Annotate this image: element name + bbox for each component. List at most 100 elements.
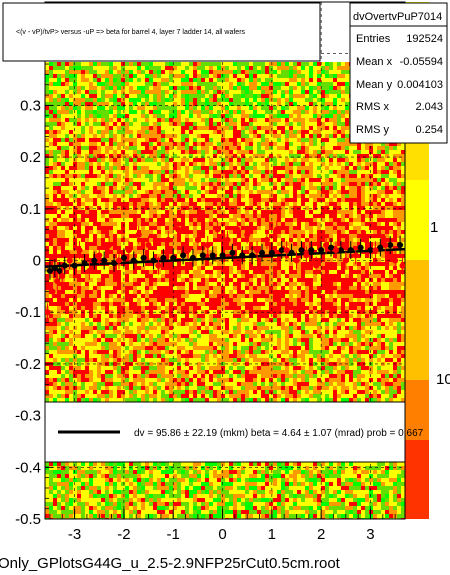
heatmap-cell <box>401 150 405 154</box>
heatmap-cell <box>329 90 333 94</box>
heatmap-cell <box>253 190 257 194</box>
heatmap-cell <box>317 142 321 146</box>
heatmap-cell <box>233 158 237 162</box>
heatmap-cell <box>337 30 341 34</box>
heatmap-cell <box>57 170 61 174</box>
heatmap-cell <box>89 122 93 126</box>
heatmap-cell <box>225 134 229 138</box>
heatmap-cell <box>141 166 145 170</box>
heatmap-cell <box>185 94 189 98</box>
heatmap-cell <box>145 202 149 206</box>
heatmap-cell <box>65 70 69 74</box>
heatmap-cell <box>249 106 253 110</box>
heatmap-cell <box>285 214 289 218</box>
heatmap-cell <box>217 122 221 126</box>
heatmap-cell <box>261 206 265 210</box>
heatmap-cell <box>361 162 365 166</box>
heatmap-cell <box>169 90 173 94</box>
heatmap-cell <box>381 206 385 210</box>
heatmap-cell <box>233 206 237 210</box>
heatmap-cell <box>185 74 189 78</box>
heatmap-cell <box>49 78 53 82</box>
heatmap-cell <box>241 74 245 78</box>
heatmap-cell <box>337 198 341 202</box>
heatmap-cell <box>337 146 341 150</box>
heatmap-cell <box>129 94 133 98</box>
heatmap-cell <box>125 102 129 106</box>
heatmap-cell <box>93 194 97 198</box>
heatmap-cell <box>297 174 301 178</box>
heatmap-cell <box>173 134 177 138</box>
heatmap-cell <box>85 214 89 218</box>
heatmap-cell <box>169 142 173 146</box>
heatmap-cell <box>341 126 345 130</box>
heatmap-cell <box>101 138 105 142</box>
heatmap-cell <box>61 90 65 94</box>
heatmap-cell <box>109 198 113 202</box>
heatmap-cell <box>305 82 309 86</box>
heatmap-cell <box>337 82 341 86</box>
heatmap-cell <box>197 206 201 210</box>
heatmap-cell <box>393 178 397 182</box>
heatmap-cell <box>329 26 333 30</box>
heatmap-cell <box>97 90 101 94</box>
heatmap-cell <box>265 186 269 190</box>
heatmap-cell <box>193 126 197 130</box>
heatmap-cell <box>129 142 133 146</box>
heatmap-cell <box>277 106 281 110</box>
heatmap-cell <box>149 198 153 202</box>
heatmap-cell <box>189 174 193 178</box>
heatmap-cell <box>161 186 165 190</box>
heatmap-cell <box>329 202 333 206</box>
heatmap-cell <box>337 190 341 194</box>
heatmap-cell <box>73 66 77 70</box>
heatmap-cell <box>277 166 281 170</box>
heatmap-cell <box>345 62 349 66</box>
heatmap-cell <box>257 110 261 114</box>
heatmap-cell <box>157 190 161 194</box>
heatmap-cell <box>337 10 341 14</box>
heatmap-cell <box>205 86 209 90</box>
heatmap-cell <box>301 210 305 214</box>
heatmap-cell <box>165 218 169 222</box>
heatmap-cell <box>253 110 257 114</box>
heatmap-cell <box>325 30 329 34</box>
heatmap-cell <box>85 62 89 66</box>
heatmap-cell <box>133 154 137 158</box>
heatmap-cell <box>209 150 213 154</box>
heatmap-cell <box>137 74 141 78</box>
heatmap-cell <box>97 174 101 178</box>
heatmap-cell <box>193 66 197 70</box>
heatmap-cell <box>293 190 297 194</box>
heatmap-cell <box>229 66 233 70</box>
heatmap-cell <box>93 158 97 162</box>
heatmap-cell <box>85 182 89 186</box>
heatmap-cell <box>49 70 53 74</box>
heatmap-cell <box>269 138 273 142</box>
heatmap-cell <box>89 190 93 194</box>
heatmap-cell <box>89 214 93 218</box>
heatmap-cell <box>53 78 57 82</box>
heatmap-cell <box>285 90 289 94</box>
heatmap-cell <box>241 94 245 98</box>
heatmap-cell <box>141 70 145 74</box>
heatmap-cell <box>305 90 309 94</box>
heatmap-cell <box>241 66 245 70</box>
heatmap-cell <box>273 78 277 82</box>
heatmap-cell <box>53 82 57 86</box>
heatmap-cell <box>125 90 129 94</box>
heatmap-cell <box>233 62 237 66</box>
heatmap-cell <box>333 218 337 222</box>
heatmap-cell <box>337 74 341 78</box>
heatmap-cell <box>301 78 305 82</box>
heatmap-cell <box>109 70 113 74</box>
heatmap-cell <box>277 134 281 138</box>
heatmap-cell <box>141 194 145 198</box>
heatmap-cell <box>401 206 405 210</box>
heatmap-cell <box>213 210 217 214</box>
heatmap-cell <box>237 162 241 166</box>
heatmap-cell <box>337 70 341 74</box>
heatmap-cell <box>397 190 401 194</box>
heatmap-cell <box>121 146 125 150</box>
heatmap-cell <box>217 94 221 98</box>
